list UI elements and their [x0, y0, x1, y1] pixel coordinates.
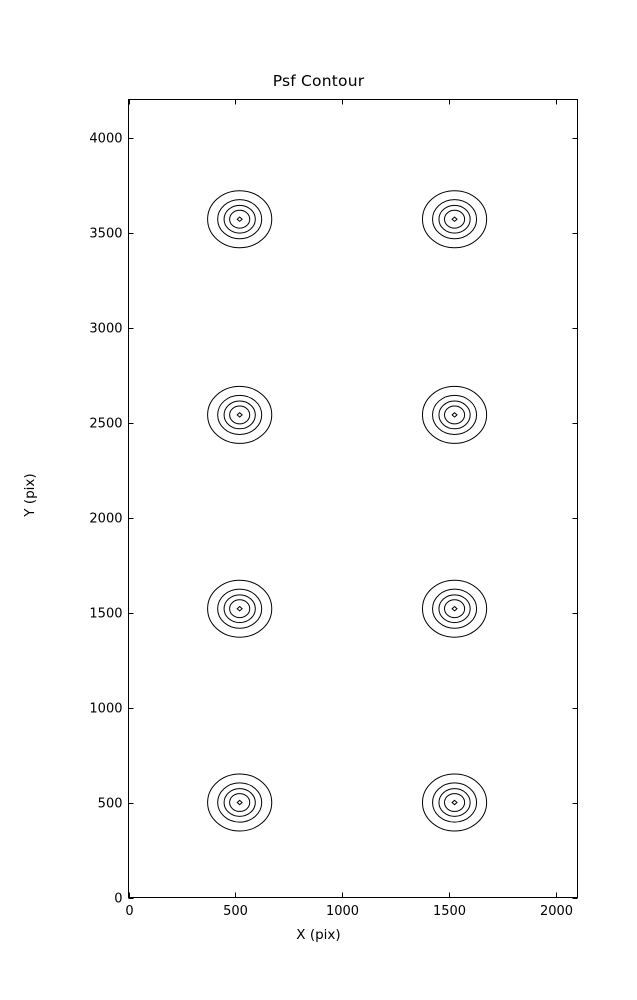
psf-contour-blob [421, 385, 488, 444]
psf-contour-ring [421, 385, 488, 444]
psf-contour-ring [438, 400, 471, 430]
y-tick-label: 2000 [89, 511, 123, 526]
x-tick-label: 2000 [539, 903, 574, 919]
chart-title: Psf Contour [272, 72, 365, 90]
y-tick-label: 500 [97, 796, 123, 811]
psf-contour-ring [438, 788, 471, 817]
psf-contour-blob [421, 579, 488, 638]
y-tick-label: 3000 [89, 321, 123, 336]
psf-contour-ring [444, 209, 466, 229]
psf-contour-ring [421, 579, 488, 638]
psf-contour-ring [236, 216, 243, 223]
y-tick-label: 1500 [89, 606, 123, 621]
y-tick-label: 0 [114, 891, 123, 906]
psf-contour-blob [207, 190, 273, 249]
psf-contour-ring [207, 190, 273, 249]
psf-contour-ring [217, 394, 263, 435]
psf-contour-ring [432, 782, 478, 823]
psf-contour-ring [444, 405, 466, 425]
contour-set [207, 190, 488, 832]
psf-contour-ring [207, 773, 273, 832]
psf-contour-ring [421, 190, 488, 249]
psf-contour-ring [229, 209, 251, 229]
psf-contour-blob [207, 579, 273, 638]
psf-contour-ring [451, 799, 458, 806]
psf-contour-ring [236, 412, 243, 418]
psf-contour-ring [444, 599, 466, 619]
psf-contour-ring [229, 599, 251, 619]
psf-contour-ring [229, 793, 251, 812]
y-axis-label: Y (pix) [22, 473, 38, 517]
x-tick-label: 0 [125, 903, 134, 919]
psf-contour-ring [438, 594, 471, 624]
psf-contour-ring [236, 799, 243, 806]
psf-contour-ring [451, 216, 458, 223]
psf-contour-blob [421, 773, 488, 832]
tick-marks [128, 99, 578, 899]
psf-contour-ring [207, 385, 273, 444]
psf-contour-ring [451, 605, 458, 612]
psf-contour-ring [217, 782, 263, 823]
psf-contour-ring [223, 594, 256, 624]
psf-contour-ring [432, 394, 478, 435]
x-tick-label: 500 [223, 903, 248, 919]
psf-contour-ring [223, 788, 256, 817]
psf-contour-ring [217, 588, 263, 629]
psf-contour-ring [207, 579, 273, 638]
psf-contour-ring [444, 793, 466, 812]
x-axis-label: X (pix) [296, 927, 341, 943]
y-tick-label: 3500 [89, 226, 123, 241]
psf-contour-ring [451, 412, 458, 418]
psf-contour-blob [207, 773, 273, 832]
psf-contour-ring [438, 204, 471, 234]
y-tick-label: 2500 [89, 416, 123, 431]
y-tick-label: 4000 [89, 131, 123, 146]
x-tick-label: 1500 [432, 903, 467, 919]
psf-contour-blob [421, 190, 488, 249]
psf-contour-blob [207, 385, 273, 444]
psf-contour-ring [223, 400, 256, 430]
x-tick-label: 1000 [325, 903, 360, 919]
psf-contour-ring [432, 199, 478, 240]
y-tick-label: 1000 [89, 701, 123, 716]
psf-contour-ring [432, 588, 478, 629]
axes-frame [128, 99, 578, 898]
psf-contour-ring [229, 405, 251, 425]
psf-contour-ring [421, 773, 488, 832]
psf-contour-ring [223, 204, 256, 234]
psf-contour-ring [217, 199, 263, 240]
psf-contour-ring [236, 605, 243, 612]
